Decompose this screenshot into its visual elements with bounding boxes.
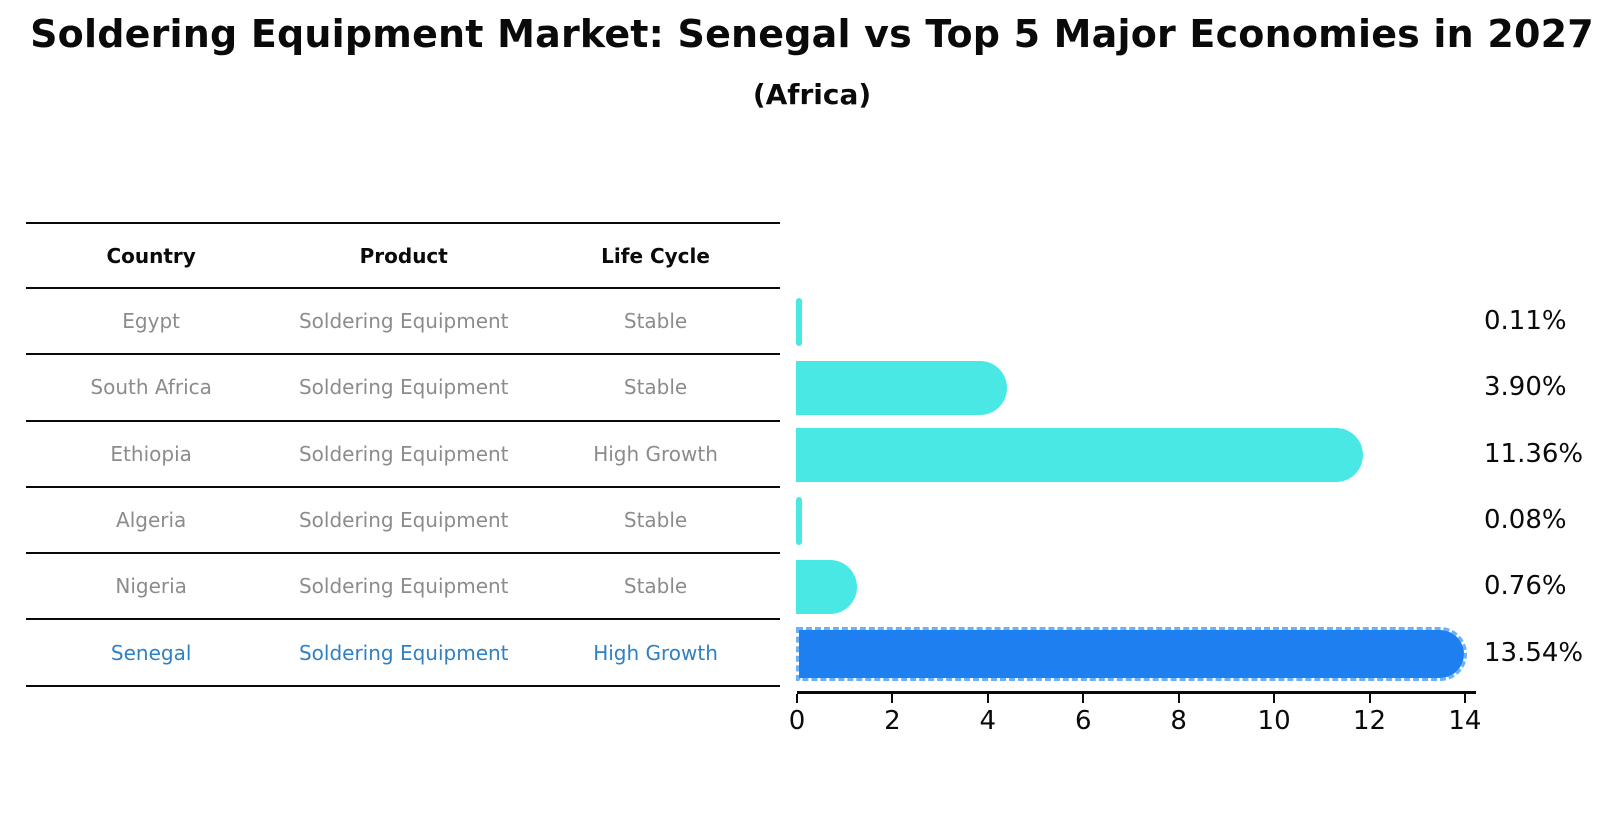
table-cell-life-cycle: Stable (623, 375, 688, 400)
table-cell-life-cycle: High Growth (593, 640, 718, 665)
x-axis-tick (1463, 694, 1466, 703)
table-cell-product: Soldering Equipment (298, 375, 509, 400)
table-cell-product: Soldering Equipment (298, 640, 509, 665)
value-label-egypt: 0.11% (1484, 306, 1567, 337)
value-label-senegal: 13.54% (1484, 637, 1584, 668)
table-cell-product: Soldering Equipment (298, 574, 509, 599)
value-label-ethiopia: 11.36% (1484, 438, 1584, 469)
table-header-row: Country Product Life Cycle (26, 222, 780, 289)
x-axis-tick-label: 0 (788, 706, 806, 736)
table-row-nigeria: Nigeria Soldering Equipment Stable (26, 554, 780, 621)
table-row-senegal: Senegal Soldering Equipment High Growth (26, 620, 780, 687)
table-row-algeria: Algeria Soldering Equipment Stable (26, 488, 780, 555)
table-cell-country: Ethiopia (110, 441, 192, 466)
value-label-algeria: 0.08% (1484, 505, 1567, 536)
chart-title: Soldering Equipment Market: Senegal vs T… (30, 12, 1594, 56)
table-header-product: Product (359, 243, 448, 268)
bar-algeria (796, 497, 802, 546)
bar-ethiopia (796, 427, 1363, 482)
table-cell-country: Senegal (110, 640, 192, 665)
bar-senegal (796, 626, 1467, 681)
table-cell-country: Egypt (122, 309, 181, 334)
x-axis-tick (891, 694, 894, 703)
table-row-ethiopia: Ethiopia Soldering Equipment High Growth (26, 422, 780, 488)
table-cell-product: Soldering Equipment (298, 508, 509, 533)
country-table: Country Product Life Cycle Egypt Solderin… (26, 222, 780, 687)
table-header-life-cycle: Life Cycle (601, 243, 710, 268)
x-axis-tick (1273, 694, 1276, 703)
table-cell-product: Soldering Equipment (298, 441, 509, 466)
table-cell-country: Algeria (116, 508, 187, 533)
x-axis-tick-label: 12 (1352, 706, 1387, 736)
table-cell-product: Soldering Equipment (298, 309, 509, 334)
x-axis-tick (1177, 694, 1180, 703)
x-axis-tick (1368, 694, 1371, 703)
x-axis-tick-label: 6 (1074, 706, 1092, 736)
x-axis-tick (796, 694, 798, 703)
x-axis-line (797, 691, 1476, 694)
x-axis-tick-label: 4 (979, 706, 997, 736)
table-cell-life-cycle: Stable (623, 508, 688, 533)
x-axis-tick-label: 2 (884, 706, 901, 736)
bar-south-africa (796, 361, 1008, 416)
table-row-south-africa: South Africa Soldering Equipment Stable (26, 355, 780, 422)
bar-egypt (796, 298, 802, 347)
table-cell-life-cycle: High Growth (593, 441, 718, 466)
table-cell-life-cycle: Stable (623, 309, 688, 334)
x-axis-tick (986, 694, 989, 703)
table-cell-country: Nigeria (115, 574, 187, 599)
x-axis-tick-label: 10 (1257, 706, 1291, 736)
x-axis-tick-label: 8 (1170, 706, 1187, 736)
bar-nigeria (796, 560, 858, 615)
table-body: Egypt Soldering Equipment Stable South Afri… (26, 289, 780, 687)
value-label-south-africa: 3.90% (1484, 372, 1567, 403)
table-row-egypt: Egypt Soldering Equipment Stable (26, 289, 780, 356)
chart-subtitle: (Africa) (752, 78, 872, 111)
x-axis-tick-label: 14 (1448, 706, 1482, 736)
value-label-nigeria: 0.76% (1484, 571, 1567, 602)
table-cell-life-cycle: Stable (623, 574, 688, 599)
table-header-country: Country (106, 243, 196, 268)
x-axis-tick (1082, 694, 1085, 703)
table-cell-country: South Africa (90, 375, 212, 400)
